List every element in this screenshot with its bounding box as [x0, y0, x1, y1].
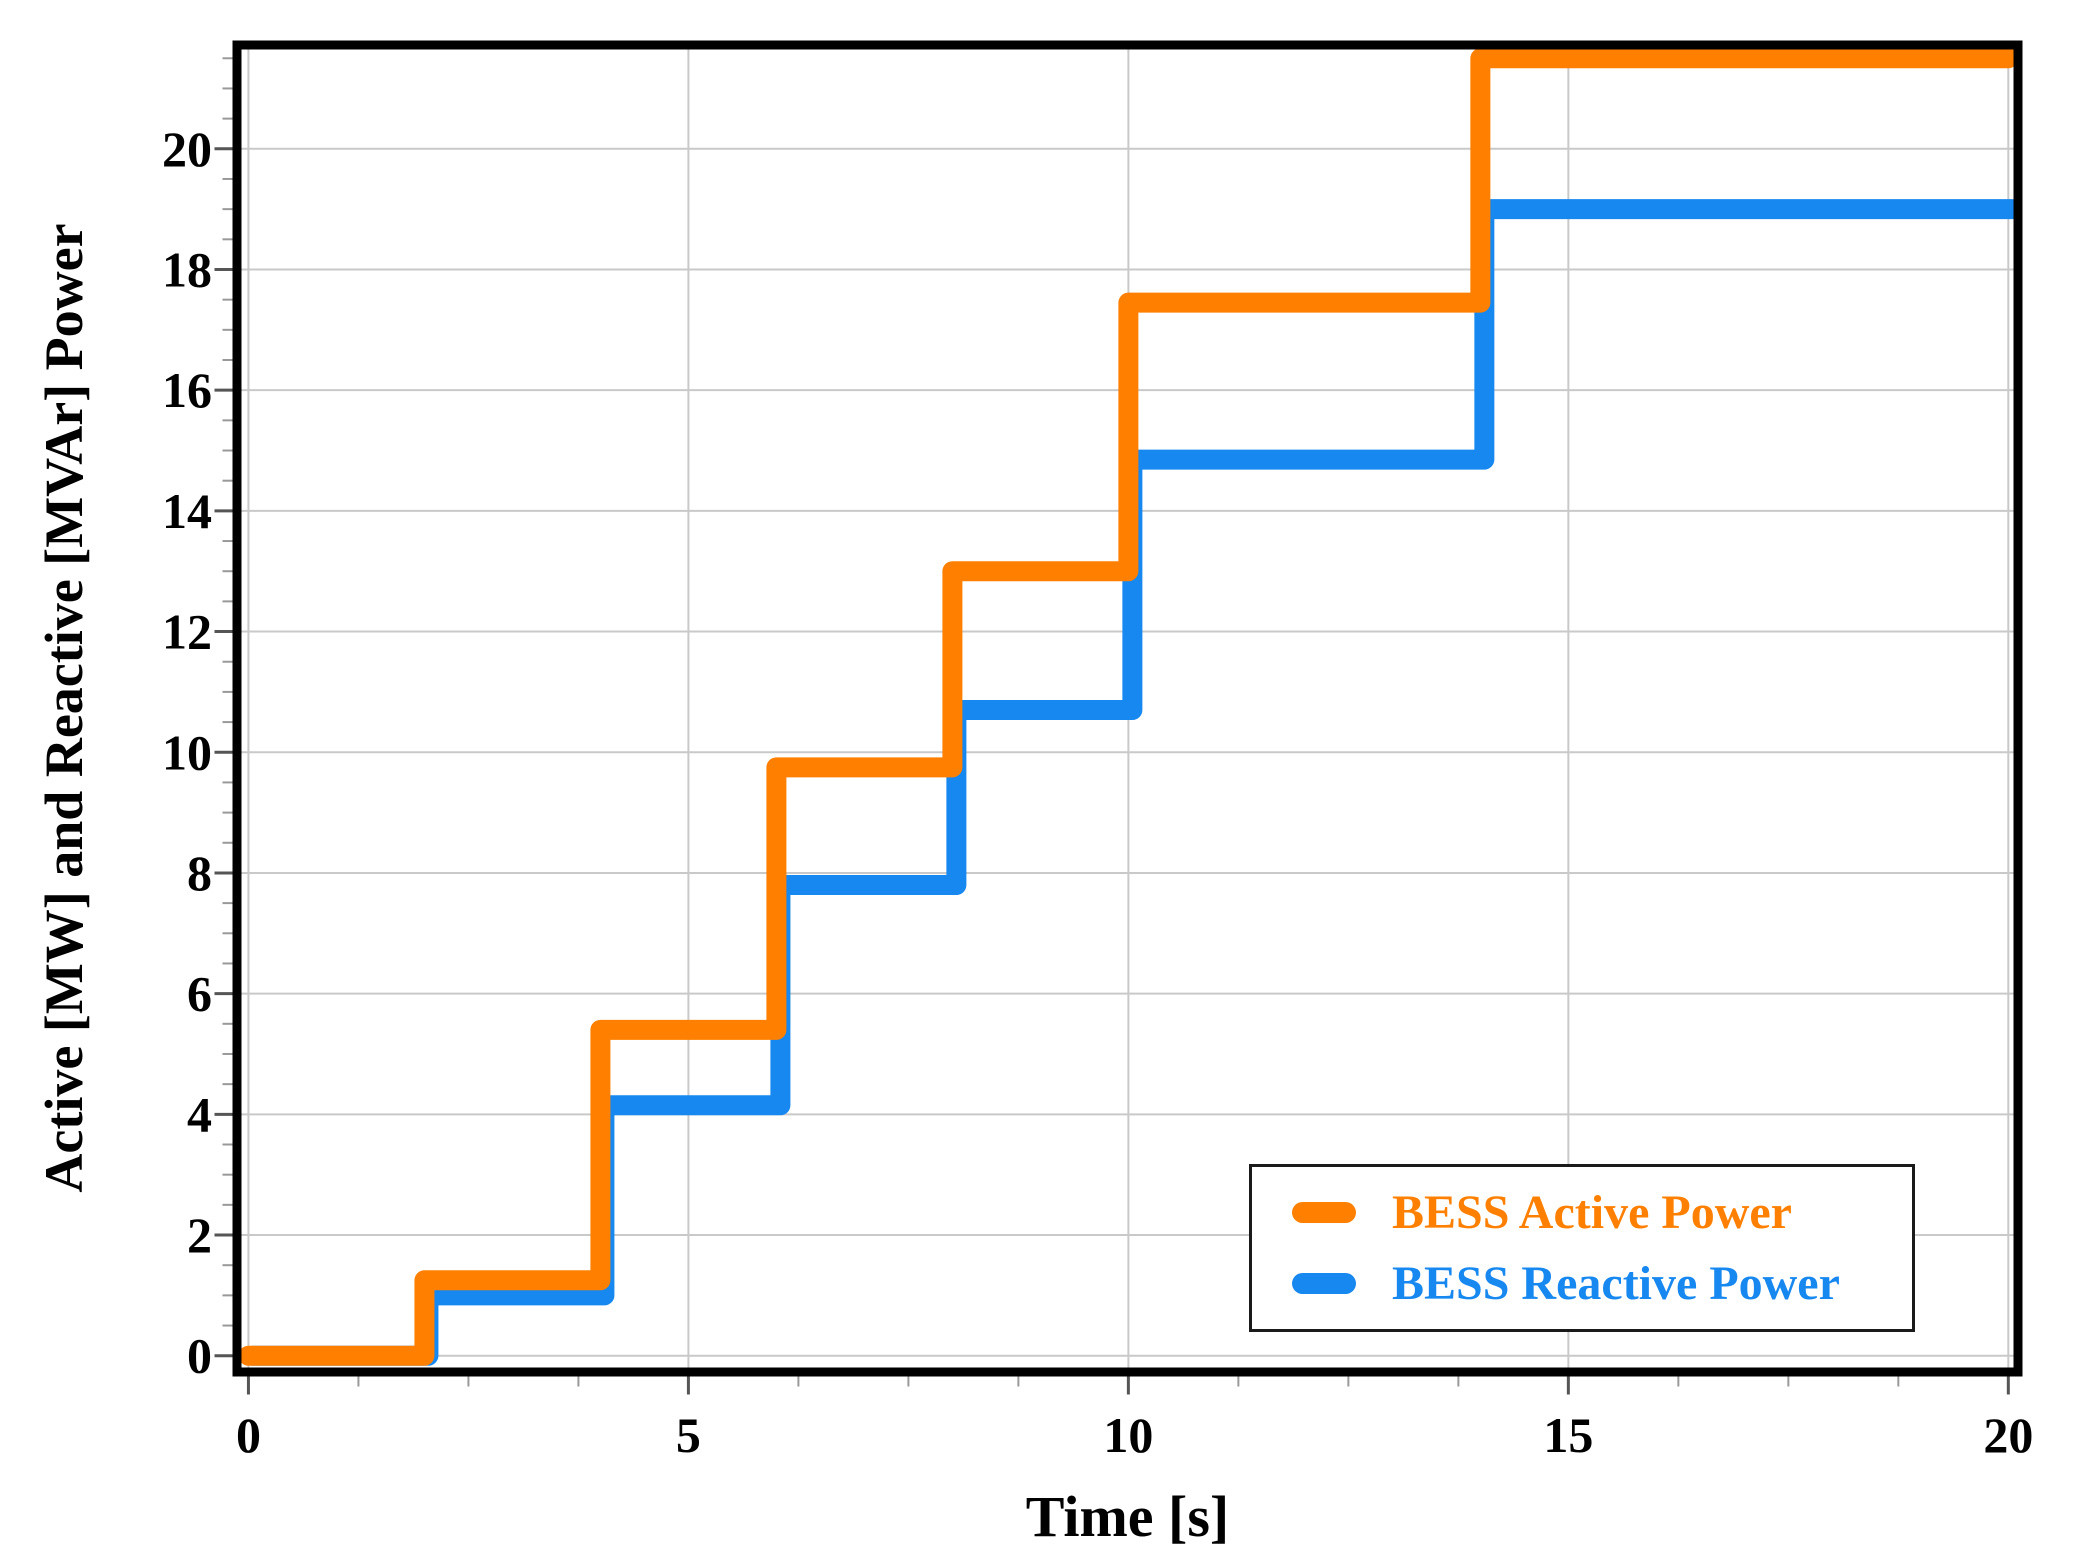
x-tick-label: 0	[236, 1407, 261, 1463]
active-power-line-swatch	[1292, 1202, 1356, 1223]
active-power-line	[238, 48, 2019, 1366]
legend-label-reactive-power: BESS Reactive Power	[1392, 1256, 1840, 1310]
x-tick-label: 15	[1543, 1407, 1593, 1463]
plot-border	[232, 40, 2023, 1377]
legend-entry-active-power: BESS Active Power	[1292, 1185, 1902, 1239]
legend: BESS Active Power BESS Reactive Power	[1249, 1164, 1915, 1332]
y-tick-label: 4	[187, 1086, 212, 1142]
reactive-power-line	[242, 199, 2023, 1366]
legend-entry-reactive-power: BESS Reactive Power	[1292, 1256, 1902, 1310]
y-tick-label: 2	[187, 1207, 212, 1263]
y-tick-label: 0	[187, 1328, 212, 1384]
y-tick-label: 20	[162, 121, 212, 177]
y-axis-title: Active [MW] and Reactive [MVAr] Power	[34, 223, 94, 1193]
y-tick-label: 6	[187, 966, 212, 1022]
y-tick-label: 18	[162, 241, 212, 297]
y-tick-label: 8	[187, 845, 212, 901]
x-tick-label: 5	[676, 1407, 701, 1463]
y-tick-label: 14	[162, 483, 212, 539]
legend-label-active-power: BESS Active Power	[1392, 1185, 1792, 1239]
x-axis-title: Time [s]	[1025, 1484, 1230, 1549]
reactive-power-line-swatch	[1292, 1273, 1356, 1294]
x-tick-label: 20	[1983, 1407, 2033, 1463]
y-tick-label: 12	[162, 604, 212, 660]
y-tick-label: 16	[162, 362, 212, 418]
y-tick-label: 10	[162, 724, 212, 780]
x-tick-label: 10	[1103, 1407, 1153, 1463]
